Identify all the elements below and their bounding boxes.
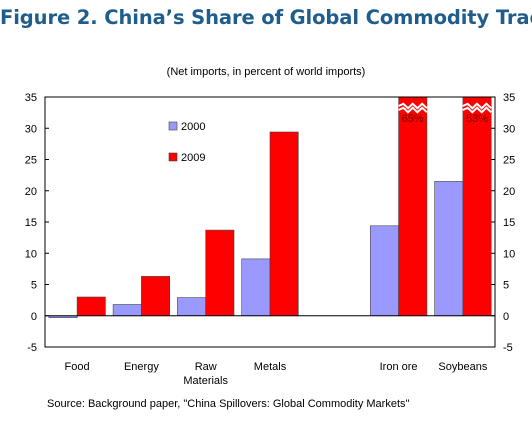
y-tick-label-right: 20 <box>503 186 515 198</box>
y-tick-label-left: 15 <box>25 217 37 229</box>
bar-2000-metals <box>241 258 271 317</box>
bar-2009-food <box>76 296 106 317</box>
axis-break-mark <box>462 102 492 110</box>
bars-layer: 65% 53% <box>48 96 492 318</box>
x-tick-label: Metals <box>254 361 287 373</box>
y-tick-label-right: 5 <box>503 280 509 292</box>
bar-2009-soybeans <box>462 96 492 317</box>
x-tick-label: Energy <box>124 361 159 373</box>
bar-2009-raw-materials <box>205 229 235 317</box>
x-tick-label: Raw <box>195 361 217 373</box>
y-tick-label-left: -5 <box>27 342 37 354</box>
y-tick-label-left: 35 <box>25 92 37 104</box>
y-tick-label-right: -5 <box>503 342 513 354</box>
truncated-value-label: 53% <box>466 113 488 125</box>
bar-2009-iron-ore <box>398 96 428 317</box>
legend-label-2009: 2009 <box>181 152 205 164</box>
legend-swatch-2000 <box>168 121 178 131</box>
x-tick-label: Materials <box>183 375 228 387</box>
bar-2000-energy <box>112 304 142 317</box>
y-tick-label-right: 25 <box>503 155 515 167</box>
y-tick-label-left: 0 <box>31 311 37 323</box>
y-tick-label-left: 5 <box>31 280 37 292</box>
legend-label-2000: 2000 <box>181 121 205 133</box>
axis-break-mark <box>398 106 428 114</box>
axes-layer: -5 -5 0 0 5 5 10 10 15 15 20 20 25 25 30 30 35 35 Food Ener… <box>25 92 516 387</box>
axis-break-mark <box>462 106 492 114</box>
y-tick-label-right: 30 <box>503 123 515 135</box>
bar-2009-metals <box>269 131 299 317</box>
chart-subtitle: (Net imports, in percent of world import… <box>166 66 366 78</box>
y-tick-label-left: 20 <box>25 186 37 198</box>
y-tick-label-left: 30 <box>25 123 37 135</box>
y-tick-label-right: 15 <box>503 217 515 229</box>
x-tick-label: Food <box>65 361 90 373</box>
y-tick-label-left: 25 <box>25 155 37 167</box>
x-tick-label: Iron ore <box>380 361 418 373</box>
axis-break-mark <box>398 102 428 110</box>
y-tick-label-right: 10 <box>503 248 515 260</box>
y-tick-label-right: 0 <box>503 311 509 323</box>
bar-2000-iron-ore <box>369 225 399 317</box>
source-note: Source: Background paper, "China Spillov… <box>47 398 410 410</box>
bar-2000-soybeans <box>434 181 464 317</box>
y-tick-label-left: 10 <box>25 248 37 260</box>
bar-2009-energy <box>141 276 170 317</box>
legend-swatch-2009 <box>168 152 178 162</box>
bar-2000-raw-materials <box>177 297 206 317</box>
y-tick-label-right: 35 <box>503 92 515 104</box>
legend: 2000 2009 <box>168 121 205 164</box>
chart-title: Figure 2. China’s Share of Global Commod… <box>0 6 532 29</box>
truncated-value-label: 65% <box>402 113 424 125</box>
x-tick-label: Soybeans <box>438 361 487 373</box>
